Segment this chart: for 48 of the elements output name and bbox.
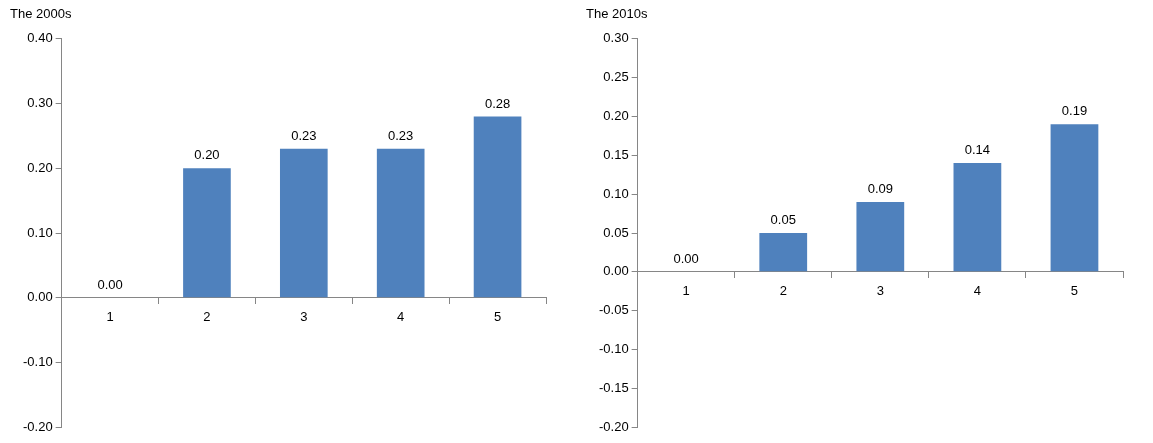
y-tick-label: 0.20 [27,159,53,175]
x-tick-label: 5 [1070,283,1079,299]
data-label: 0.09 [867,181,893,197]
data-label: 0.05 [770,212,796,228]
data-label: 0.00 [673,250,699,266]
x-tick-label: 3 [300,309,308,325]
x-tick-label: 1 [682,283,690,299]
y-tick-label: -0.05 [598,302,629,318]
bar [473,116,522,298]
chart-title: The 2000s [10,6,72,21]
bar [759,233,808,272]
y-tick-label: -0.15 [598,379,629,395]
y-tick-label: 0.10 [603,185,629,201]
data-label: 0.28 [484,95,511,111]
y-tick-label: -0.10 [22,354,53,370]
chart-title: The 2010s [586,6,648,21]
x-tick-label: 2 [203,309,211,325]
x-tick-label: 3 [876,283,884,299]
x-tick-label: 4 [397,309,405,325]
y-tick-label: 0.05 [603,224,629,240]
x-tick-label: 2 [779,283,787,299]
y-tick-label: 0.30 [603,30,629,46]
y-tick-label: -0.20 [22,418,53,434]
y-tick-label: 0.40 [27,30,53,46]
y-tick-label: 0.30 [27,95,53,111]
data-label: 0.14 [964,142,991,158]
data-label: 0.23 [388,127,414,143]
y-tick-label: -0.20 [598,418,629,434]
data-label: 0.23 [291,127,317,143]
x-tick-label: 5 [493,309,502,325]
y-tick-label: 0.20 [603,108,629,124]
y-tick-label: 0.15 [603,146,629,162]
y-tick-label: 0.10 [27,224,53,240]
data-label: 0.20 [194,147,220,163]
data-label: 0.19 [1061,103,1088,119]
y-tick-label: 0.00 [27,289,53,305]
bar [953,163,1002,272]
bar [376,148,425,298]
y-tick-label: -0.10 [598,341,629,357]
x-tick-label: 1 [106,309,114,325]
data-label: 0.00 [97,276,123,292]
x-tick-label: 4 [973,283,982,299]
y-tick-label: 0.25 [603,69,629,85]
y-tick-label: 0.00 [603,263,629,279]
bar [1050,124,1099,272]
bar [856,201,905,272]
bar [279,148,328,298]
bar [183,168,231,298]
